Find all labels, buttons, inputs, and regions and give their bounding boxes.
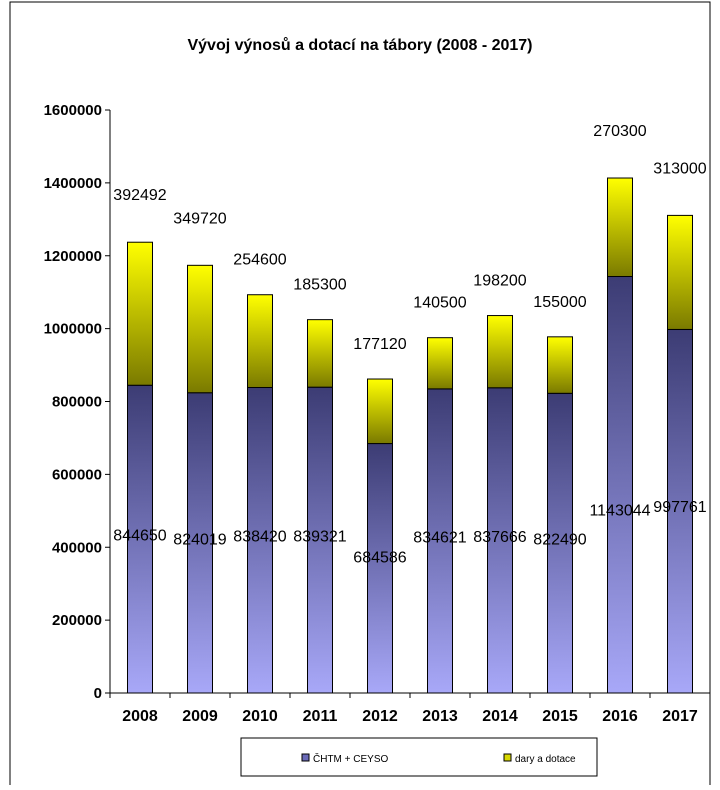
x-tick-label: 2016 xyxy=(602,708,638,725)
bar-dary-a-dotace xyxy=(607,177,633,278)
data-label-dary-a-dotace: 349720 xyxy=(173,210,226,227)
data-label-chtm-ceyso: 834621 xyxy=(413,529,466,546)
y-tick-label: 1600000 xyxy=(44,102,102,119)
bar-chtm-ceyso xyxy=(547,392,573,694)
bar-dary-a-dotace xyxy=(187,264,213,394)
legend-swatch-chtm-ceyso xyxy=(301,753,310,762)
bar-dary-a-dotace xyxy=(427,337,453,390)
bar-chtm-ceyso xyxy=(307,386,333,694)
y-tick-label: 1000000 xyxy=(44,321,102,338)
bar-chtm-ceyso xyxy=(427,388,453,694)
data-label-dary-a-dotace: 155000 xyxy=(533,294,586,311)
x-tick-label: 2015 xyxy=(542,708,578,725)
y-tick-label: 0 xyxy=(94,685,102,702)
data-label-chtm-ceyso: 684586 xyxy=(353,549,406,566)
data-label-dary-a-dotace: 140500 xyxy=(413,295,466,312)
legend-label-dary-a-dotace: dary a dotace xyxy=(515,754,576,765)
data-label-chtm-ceyso: 839321 xyxy=(293,528,346,545)
x-tick-label: 2010 xyxy=(242,708,278,725)
bar-chtm-ceyso xyxy=(667,328,693,694)
chart-border xyxy=(9,1,711,790)
data-label-dary-a-dotace: 254600 xyxy=(233,252,286,269)
y-tick-label: 1200000 xyxy=(44,248,102,265)
data-label-chtm-ceyso: 838420 xyxy=(233,529,286,546)
bar-dary-a-dotace xyxy=(127,241,153,386)
data-label-dary-a-dotace: 392492 xyxy=(113,187,166,204)
data-label-chtm-ceyso: 822490 xyxy=(533,532,586,549)
bar-dary-a-dotace xyxy=(547,336,573,394)
data-label-chtm-ceyso: 997761 xyxy=(653,499,706,516)
bar-chtm-ceyso xyxy=(607,276,633,694)
data-label-dary-a-dotace: 313000 xyxy=(653,160,706,177)
chart-title: Vývoj výnosů a dotací na tábory (2008 - … xyxy=(187,37,532,54)
data-label-dary-a-dotace: 270300 xyxy=(593,123,646,140)
bar-chtm-ceyso xyxy=(367,443,393,694)
bar-dary-a-dotace xyxy=(667,214,693,330)
data-label-dary-a-dotace: 198200 xyxy=(473,273,526,290)
bar-dary-a-dotace xyxy=(247,294,273,389)
data-labels: 844650 392492 824019 349720 838420 254600 8393… xyxy=(113,123,706,566)
bar-dary-a-dotace xyxy=(307,319,333,388)
bar-chtm-ceyso xyxy=(487,387,513,694)
y-tick-label: 600000 xyxy=(52,466,102,483)
y-tick-label: 200000 xyxy=(52,612,102,629)
data-label-dary-a-dotace: 177120 xyxy=(353,336,406,353)
bar-dary-a-dotace xyxy=(367,378,393,445)
data-label-chtm-ceyso: 1143044 xyxy=(589,503,650,520)
x-tick-label: 2013 xyxy=(422,708,458,725)
legend: ČHTM + CEYSO dary a dotace xyxy=(240,737,598,777)
data-label-chtm-ceyso: 824019 xyxy=(173,531,226,548)
bars xyxy=(127,177,693,694)
y-tick-label: 400000 xyxy=(52,539,102,556)
legend-label-chtm-ceyso: ČHTM + CEYSO xyxy=(313,752,389,765)
x-tick-label: 2017 xyxy=(662,708,698,725)
x-tick-label: 2012 xyxy=(362,708,398,725)
legend-box xyxy=(240,737,598,777)
x-tick-label: 2011 xyxy=(303,708,338,725)
legend-swatch-dary-a-dotace xyxy=(503,753,512,762)
y-tick-label: 800000 xyxy=(52,394,102,411)
y-axis: 0 200000 400000 600000 800000 1000000 1200000 1… xyxy=(44,102,111,702)
bar-chtm-ceyso xyxy=(247,387,273,694)
x-tick-label: 2014 xyxy=(482,708,518,725)
bar-dary-a-dotace xyxy=(487,315,513,389)
x-tick-label: 2008 xyxy=(122,708,158,725)
data-label-chtm-ceyso: 837666 xyxy=(473,529,526,546)
x-tick-label: 2009 xyxy=(182,708,218,725)
y-tick-label: 1400000 xyxy=(44,175,102,192)
data-label-dary-a-dotace: 185300 xyxy=(293,277,346,294)
data-label-chtm-ceyso: 844650 xyxy=(113,527,166,544)
